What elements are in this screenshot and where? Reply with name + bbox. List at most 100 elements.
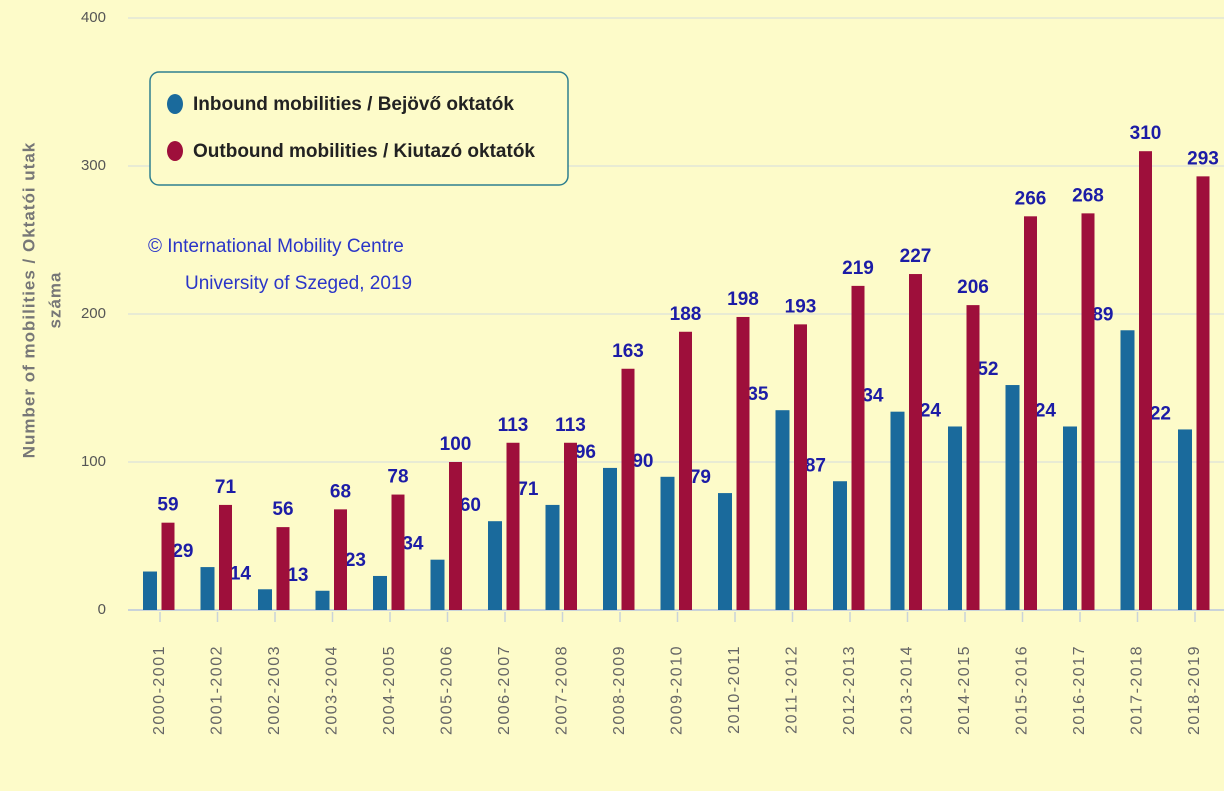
x-tick-label: 2011-2012 <box>784 645 801 734</box>
y-tick-label: 300 <box>81 157 106 174</box>
bar <box>143 571 157 610</box>
x-tick-label: 2012-2013 <box>841 645 858 735</box>
x-tick-label: 2007-2008 <box>554 645 571 735</box>
bar <box>373 575 387 610</box>
bar <box>909 274 922 610</box>
data-label: 310 <box>1130 123 1162 144</box>
data-label: 14 <box>230 563 252 584</box>
x-tick-label: 2006-2007 <box>496 645 513 735</box>
data-label: 87 <box>805 455 826 476</box>
annotation: © International Mobility Centre <box>148 236 404 257</box>
data-label: 90 <box>632 451 653 472</box>
x-tick-label: 2001-2002 <box>209 645 226 735</box>
bar <box>506 442 520 610</box>
data-label: 100 <box>440 434 472 455</box>
bar <box>449 462 462 610</box>
bar <box>1120 330 1135 610</box>
data-label: 68 <box>330 481 351 502</box>
bar <box>258 589 272 610</box>
bar <box>621 368 635 610</box>
bar <box>564 442 577 610</box>
bar <box>334 509 347 610</box>
data-label: 60 <box>460 495 481 516</box>
x-tick-label: 2008-2009 <box>611 645 628 735</box>
bar <box>276 527 290 610</box>
x-tick-label: 2017-2018 <box>1129 645 1146 735</box>
y-tick-label: 0 <box>98 601 106 618</box>
legend-label: Outbound mobilities / Kiutazó oktatók <box>193 141 535 162</box>
data-label: 293 <box>1187 148 1219 169</box>
data-label: 206 <box>957 277 989 298</box>
bar <box>315 590 330 610</box>
x-tick-label: 2002-2003 <box>266 645 283 735</box>
data-label: 59 <box>157 495 178 516</box>
data-label: 71 <box>215 477 237 498</box>
bar <box>391 494 405 610</box>
bar <box>736 316 750 610</box>
y-tick-label: 200 <box>81 305 106 322</box>
data-label: 163 <box>612 341 644 362</box>
data-label: 193 <box>785 296 817 317</box>
bar <box>775 410 790 610</box>
data-label: 198 <box>727 289 759 310</box>
bar <box>488 521 502 610</box>
data-label: 96 <box>575 442 596 463</box>
bar <box>1196 176 1210 611</box>
x-tick-label: 2015-2016 <box>1014 645 1031 735</box>
legend-box <box>149 71 569 186</box>
data-label: 219 <box>842 258 874 279</box>
data-label: 78 <box>387 467 408 488</box>
bar <box>851 285 865 610</box>
bar <box>948 426 962 610</box>
data-label: 29 <box>172 541 193 562</box>
x-tick-label: 2013-2014 <box>899 645 916 735</box>
bar <box>679 331 692 610</box>
y-tick-label: 400 <box>81 9 106 26</box>
data-label: 268 <box>1072 185 1104 206</box>
y-axis-title: Number of mobilities / Oktatói utak <box>19 142 38 458</box>
x-tick-label: 2004-2005 <box>381 645 398 735</box>
y-tick-label: 100 <box>81 453 106 470</box>
bar <box>1178 429 1192 610</box>
legend-marker <box>167 141 183 161</box>
x-tick-label: 2003-2004 <box>324 645 341 735</box>
bar <box>1081 213 1095 611</box>
data-label: 266 <box>1015 188 1047 209</box>
bar <box>718 493 732 610</box>
bar <box>603 467 617 610</box>
annotation: University of Szeged, 2019 <box>185 273 412 294</box>
bar <box>1024 216 1037 610</box>
bar <box>1139 151 1152 610</box>
data-label: 23 <box>345 550 366 571</box>
data-label: 227 <box>900 246 932 267</box>
data-label: 188 <box>670 304 702 325</box>
bar <box>833 481 847 610</box>
data-label: 56 <box>272 499 293 520</box>
data-label: 34 <box>402 534 424 555</box>
bar <box>161 522 175 610</box>
x-tick-label: 2014-2015 <box>956 645 973 735</box>
x-tick-label: 2005-2006 <box>439 645 456 735</box>
bar <box>1005 385 1020 610</box>
legend-label: Inbound mobilities / Bejövő oktatók <box>193 94 514 115</box>
data-label: 113 <box>555 415 586 436</box>
x-tick-label: 2000-2001 <box>151 645 168 735</box>
x-tick-label: 2009-2010 <box>669 645 686 735</box>
bar <box>1063 426 1077 610</box>
bar <box>219 504 232 610</box>
legend: Inbound mobilities / Bejövő oktatók Outbo… <box>167 94 535 162</box>
bar <box>890 411 905 610</box>
grid: 0 100 200 300 400 2000-2001 2001-2002 2002-2003… <box>81 9 1224 735</box>
bar <box>966 305 980 610</box>
bar <box>200 567 215 610</box>
bar <box>660 476 675 610</box>
legend-marker <box>167 94 183 114</box>
bar <box>430 559 445 610</box>
x-tick-label: 2016-2017 <box>1071 645 1088 735</box>
x-tick-label: 2018-2019 <box>1186 645 1203 735</box>
data-label: 113 <box>498 415 529 436</box>
data-label: 13 <box>287 565 308 586</box>
data-label: 79 <box>690 467 711 488</box>
